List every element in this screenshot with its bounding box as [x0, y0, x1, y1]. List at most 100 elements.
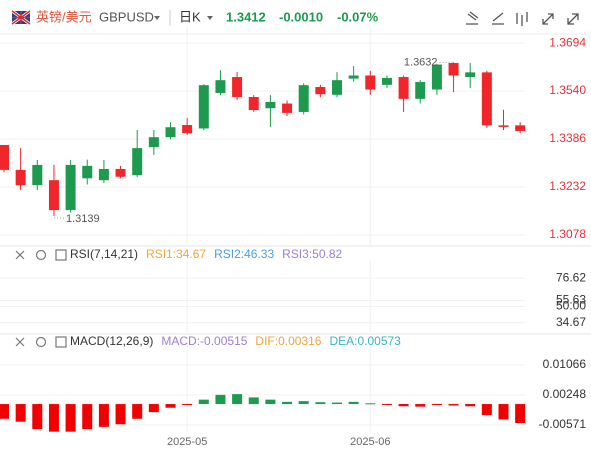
candle-body	[232, 77, 243, 97]
candle-body	[15, 169, 26, 186]
dropdown-icon[interactable]	[207, 16, 213, 20]
low-label: 1.3139	[66, 213, 100, 225]
dropdown-icon[interactable]	[154, 16, 160, 20]
candle-body	[82, 165, 93, 179]
histogram-bar	[498, 404, 509, 420]
histogram-bar	[365, 403, 376, 405]
candle-body	[481, 72, 492, 126]
histogram-bar	[448, 404, 459, 406]
expand-icon[interactable]	[542, 13, 554, 25]
rsi-controls	[15, 249, 67, 348]
indicator-title: MACD(12,26,9)	[70, 334, 153, 348]
period[interactable]: 日K	[179, 9, 201, 24]
histogram-bar	[182, 404, 193, 406]
y-tick-label: 1.3386	[549, 131, 586, 145]
candle-body	[165, 127, 176, 138]
y-tick-label: 55.63	[556, 293, 586, 307]
histogram-bar	[232, 394, 243, 405]
histogram-bar	[15, 404, 26, 422]
instrument-name[interactable]: 英镑/美元	[36, 9, 92, 24]
candle-body	[282, 103, 293, 113]
histogram-bar	[481, 404, 492, 416]
candle-body	[315, 87, 326, 95]
candle-body	[332, 80, 342, 95]
histogram-bar	[215, 394, 226, 405]
legend-entry: DIF:0.00316	[255, 334, 321, 348]
legend-entry: RSI3:50.82	[282, 247, 342, 261]
x-tick-label: 2025-06	[350, 436, 390, 448]
candle-body	[248, 96, 259, 111]
flag-icon	[11, 10, 31, 25]
histogram-bar	[165, 404, 176, 408]
instrument-symbol[interactable]: GBPUSD	[99, 9, 154, 24]
histogram-bar	[332, 402, 342, 405]
histogram-bar	[148, 404, 159, 413]
y-tick-label: 1.3694	[549, 35, 586, 49]
histogram-bar	[465, 404, 476, 407]
legend-entry: RSI2:46.33	[214, 247, 274, 261]
x-tick-label: 2025-05	[167, 436, 207, 448]
panel-icon[interactable]	[55, 249, 67, 261]
y-tick-label: 0.01066	[543, 357, 587, 371]
close-icon[interactable]	[15, 250, 25, 260]
y-tick-label: -0.00571	[539, 417, 587, 431]
legend-entry: MACD:-0.00515	[161, 334, 247, 348]
histogram-bar	[32, 404, 43, 430]
indicator-icon[interactable]	[516, 12, 528, 26]
candle-body	[65, 164, 76, 211]
histogram-bar	[248, 397, 259, 405]
candle-body	[115, 168, 126, 177]
candle-body	[32, 164, 43, 186]
close-icon[interactable]	[15, 337, 25, 347]
candle-body	[348, 75, 359, 79]
settings-icon[interactable]	[35, 249, 47, 261]
y-tick-label: 1.3540	[549, 83, 586, 97]
indicator-title: RSI(7,14,21)	[70, 247, 138, 261]
draw-tool-icon[interactable]	[466, 11, 479, 25]
candle-body	[0, 144, 9, 170]
histogram-bar	[348, 401, 359, 405]
candle-body	[298, 85, 309, 112]
histogram-bar	[398, 404, 409, 407]
line-tool-icon[interactable]	[492, 12, 504, 25]
histogram-bar	[431, 404, 442, 406]
candle-body	[48, 180, 59, 211]
candle-body	[198, 85, 209, 129]
histogram-bar	[315, 402, 326, 405]
candle-body	[381, 77, 392, 85]
legend-entry: DEA:0.00573	[329, 334, 401, 348]
histogram-bar	[48, 404, 59, 432]
histogram-bar	[298, 401, 309, 405]
candle-body	[415, 82, 426, 99]
histogram-bar	[198, 399, 209, 405]
settings-icon[interactable]	[35, 336, 47, 348]
high-label: 1.3632	[404, 56, 438, 68]
histogram-bar	[381, 404, 392, 406]
y-tick-label: 50.00	[556, 299, 586, 313]
y-tick-label: 34.67	[556, 315, 586, 329]
histogram-bar	[82, 404, 93, 430]
histogram-bar	[65, 404, 76, 432]
candle-body	[448, 63, 459, 76]
candle-body	[148, 137, 159, 148]
candle-body	[431, 64, 442, 90]
y-tick-label: 1.3232	[549, 179, 586, 193]
y-tick-label: 0.00248	[543, 387, 587, 401]
candle-body	[515, 125, 526, 131]
histogram-bar	[415, 404, 426, 407]
panel-icon[interactable]	[55, 336, 67, 348]
candle-body	[182, 125, 193, 134]
fullscreen-icon[interactable]	[567, 13, 579, 25]
histogram-bar	[282, 401, 293, 405]
candle-body	[398, 77, 409, 99]
header: 英镑/美元 GBPUSD 日K 1.3412 -0.0010 -0.07%	[0, 9, 591, 35]
candle-body	[98, 168, 109, 181]
price-change-pct: -0.07%	[337, 9, 379, 24]
histogram-bar	[515, 404, 526, 423]
candle-body	[365, 75, 376, 90]
toolbar	[466, 11, 579, 26]
candle-body	[132, 148, 143, 176]
histogram-bar	[0, 404, 9, 419]
candle-body	[215, 80, 226, 93]
